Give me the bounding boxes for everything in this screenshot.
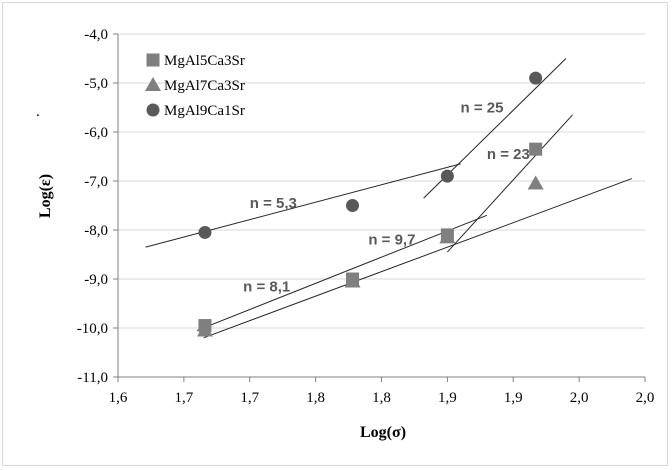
y-tick-label: -6,0: [84, 125, 108, 141]
x-tick-label: 1,8: [306, 390, 325, 406]
data-point: [439, 229, 456, 244]
data-point: [198, 225, 212, 239]
x-tick-label: 1,8: [372, 390, 391, 406]
slope-label: n = 5,3: [250, 195, 297, 212]
trend-line: [145, 163, 461, 248]
x-tick-labels: 1,6 1,7 1,7 1,8 1,8 1,9 1,9 2,0 2,0: [109, 377, 655, 406]
x-tick-label: 2,0: [636, 390, 655, 406]
legend-label: MgAl7Ca3Sr: [164, 78, 245, 94]
y-tick-label: -10,0: [77, 321, 108, 337]
x-tick-label: 1,7: [240, 390, 259, 406]
data-point: [344, 273, 361, 288]
y-tick-label: -7,0: [84, 174, 108, 190]
y-tick-label: -8,0: [84, 223, 108, 239]
legend-label: MgAl9Ca1Sr: [164, 103, 245, 119]
stray-mark: .: [36, 104, 40, 120]
slope-label: n = 23: [487, 146, 530, 163]
y-tick-label: -11,0: [77, 370, 108, 386]
x-tick-label: 1,6: [109, 390, 128, 406]
x-tick-label: 1,7: [175, 390, 194, 406]
chart-frame: [2, 2, 668, 466]
data-point: [527, 175, 544, 190]
y-axis-title: Log(ε): [37, 174, 54, 218]
x-axis-title: Log(σ): [360, 424, 406, 441]
trend-lines: [145, 58, 632, 339]
y-tick-label: -5,0: [84, 76, 108, 92]
data-point: [196, 322, 213, 337]
trend-line: [203, 178, 632, 339]
slope-annotations: n = 25 n = 23 n = 5,3 n = 9,7 n = 8,1: [243, 99, 530, 295]
slope-label: n = 25: [461, 99, 504, 116]
data-point: [529, 71, 543, 85]
legend-marker: [146, 103, 160, 117]
slope-label: n = 9,7: [368, 232, 415, 249]
x-tick-label: 1,9: [438, 390, 457, 406]
data-point: [440, 169, 454, 183]
y-tick-labels: -4,0 -5,0 -6,0 -7,0 -8,0 -9,0 -10,0 -11,0: [77, 27, 118, 386]
trend-line: [447, 114, 573, 253]
data-point: [346, 199, 360, 212]
legend-marker: [145, 77, 161, 91]
slope-label: n = 8,1: [243, 278, 290, 295]
trend-line: [196, 214, 488, 331]
data-points: [196, 71, 544, 337]
legend-marker: [146, 53, 160, 67]
legend: MgAl5Ca3Sr MgAl7Ca3Sr MgAl9Ca1Sr: [145, 53, 245, 119]
legend-label: MgAl5Ca3Sr: [164, 53, 245, 69]
x-tick-label: 1,9: [504, 390, 523, 406]
data-point: [529, 142, 543, 156]
x-tick-label: 2,0: [570, 390, 589, 406]
y-tick-label: -9,0: [84, 272, 108, 288]
y-tick-label: -4,0: [84, 27, 108, 43]
